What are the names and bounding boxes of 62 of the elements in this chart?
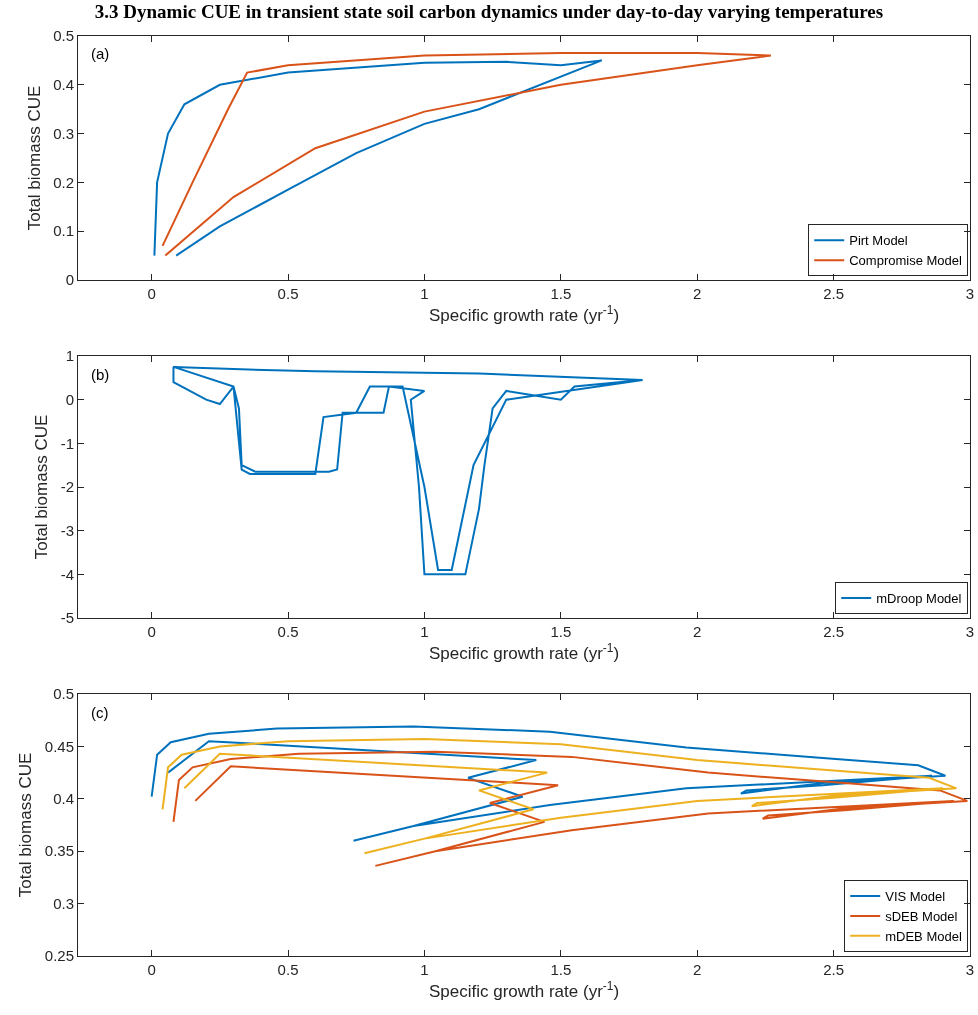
line-series	[150, 725, 947, 842]
x-tick-label: 1	[420, 623, 429, 640]
x-tick-label: 0.5	[277, 623, 299, 640]
y-tick-label: 0.1	[53, 222, 74, 240]
annotation: (c)	[91, 704, 109, 721]
x-tick-label: 3	[965, 285, 975, 302]
y-tick-label: 0.25	[44, 947, 74, 965]
y-tick-label: 0.2	[53, 173, 74, 191]
legend-label: mDroop Model	[876, 591, 962, 607]
y-tick-label: -4	[60, 565, 74, 583]
y-tick-label: 0	[65, 390, 74, 408]
legend-label: Pirt Model	[849, 233, 908, 249]
x-tick-label: 1.5	[550, 961, 572, 978]
x-tick-label: 0.5	[277, 285, 299, 302]
legend-label: mDEB Model	[885, 928, 962, 944]
x-tick-label: 1.5	[550, 623, 572, 640]
x-tick-label: 1	[420, 285, 429, 302]
x-tick-label: 1	[420, 961, 429, 978]
legend-label: sDEB Model	[885, 908, 958, 924]
y-tick-label: -3	[60, 521, 74, 539]
y-axis-title: Total biomass CUE	[32, 414, 52, 560]
annotation: (b)	[91, 366, 110, 383]
x-axis-title: Specific growth rate (yr$^{-1}$)	[428, 641, 620, 664]
y-axis-title: Total biomass CUE	[24, 85, 44, 231]
y-tick-label: -2	[60, 478, 74, 496]
x-tick-label: 0	[147, 623, 156, 640]
line-series	[161, 738, 958, 855]
y-tick-label: 0	[65, 271, 74, 289]
x-tick-label: 2.5	[823, 961, 845, 978]
y-tick-label: 0.3	[53, 124, 74, 142]
x-tick-label: 2	[693, 623, 702, 640]
annotation: (a)	[91, 45, 110, 62]
x-tick-label: 1.5	[550, 285, 572, 302]
x-tick-label: 2.5	[823, 285, 845, 302]
x-tick-label: 2	[693, 961, 702, 978]
line-series	[172, 750, 969, 867]
y-tick-label: 0.4	[53, 76, 74, 94]
y-tick-label: -5	[60, 609, 74, 627]
y-tick-label: 0.35	[44, 842, 74, 860]
x-tick-label: 0	[147, 285, 156, 302]
line-series	[172, 365, 644, 576]
x-tick-label: 2.5	[823, 623, 845, 640]
x-axis-title: Specific growth rate (yr$^{-1}$)	[428, 979, 620, 1002]
y-tick-label: 1	[65, 347, 74, 365]
y-tick-label: 0.45	[44, 737, 74, 755]
x-tick-label: 0	[147, 961, 156, 978]
y-tick-label: 0.3	[53, 894, 74, 912]
line-series	[161, 52, 772, 257]
y-axis-title: Total biomass CUE	[16, 752, 36, 898]
y-tick-label: 0.5	[53, 685, 74, 703]
legend-label: VIS Model	[885, 889, 946, 905]
y-tick-label: -1	[60, 434, 74, 452]
y-tick-label: 0.5	[53, 27, 74, 45]
x-tick-label: 2	[693, 285, 702, 302]
x-tick-label: 3	[965, 961, 975, 978]
legend-label: Compromise Model	[849, 253, 963, 269]
x-axis-title: Specific growth rate (yr$^{-1}$)	[428, 303, 620, 326]
chart-title: 3.3 Dynamic CUE in transient state soil carbon dynamics under day-to-day varying temperatures	[94, 1, 884, 23]
x-tick-label: 0.5	[277, 961, 299, 978]
line-series	[153, 59, 603, 257]
x-tick-label: 3	[965, 623, 975, 640]
y-tick-label: 0.4	[53, 790, 74, 808]
